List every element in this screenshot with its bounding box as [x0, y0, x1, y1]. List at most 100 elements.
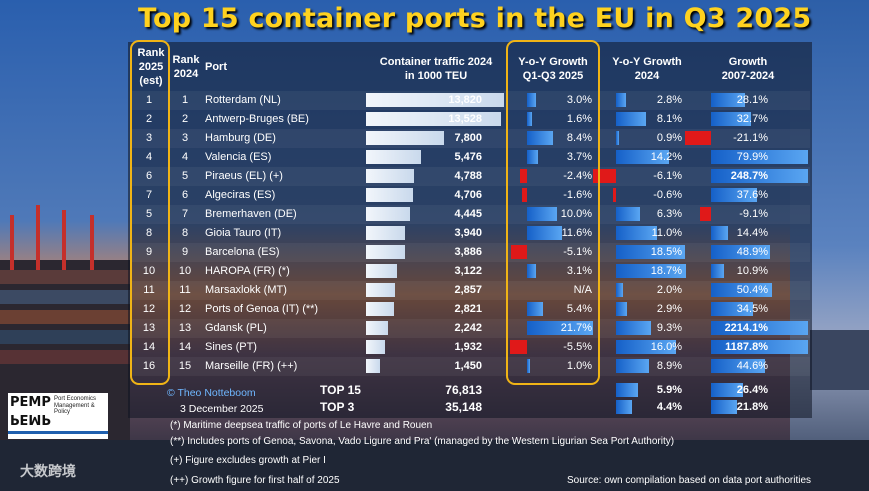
rank2024-cell: 13: [178, 322, 192, 334]
yoy24-value: 0.9%: [656, 132, 682, 144]
growth-value: 14.4%: [736, 227, 768, 239]
traffic-value: 2,821: [454, 303, 482, 315]
total-growth: 21.8%: [736, 401, 768, 413]
rank2024-cell: 15: [178, 360, 192, 372]
yoy24-bar: [616, 264, 686, 278]
traffic-bar: [366, 245, 405, 259]
rank2024-cell: 3: [181, 132, 189, 144]
yoy-q-bar: [527, 321, 593, 335]
growth-bar: [711, 264, 725, 278]
traffic-bar: [366, 188, 413, 202]
yoy24-value: 8.1%: [656, 113, 682, 125]
total-growth: 26.4%: [736, 384, 768, 396]
traffic-bar: [366, 93, 504, 107]
yoy-q-value: 8.4%: [566, 132, 592, 144]
traffic-value: 5,476: [454, 151, 482, 163]
yoy-q-value: 1.6%: [566, 113, 592, 125]
footnote-1: (*) Maritime deepsea traffic of ports of…: [170, 420, 433, 431]
traffic-bar: [366, 321, 389, 335]
traffic-bar: [366, 264, 398, 278]
yoy-q-bar: [519, 169, 527, 183]
traffic-value: 4,445: [454, 208, 482, 220]
growth-value: 79.9%: [736, 151, 768, 163]
rank2025-cell: 8: [145, 227, 153, 239]
traffic-value: 1,450: [454, 360, 482, 372]
yoy24-bar: [616, 302, 627, 316]
traffic-value: 2,242: [454, 322, 482, 334]
rank2025-cell: 10: [142, 265, 156, 277]
yoy24-bar: [613, 188, 616, 202]
growth-bar: [685, 131, 711, 145]
footnote-2: (**) Includes ports of Genoa, Savona, Va…: [170, 436, 675, 447]
yoy24-bar: [616, 207, 640, 221]
total-yoy24-bar: [616, 383, 639, 397]
total-traffic: 76,813: [445, 383, 482, 397]
header-rank2025: Rank 2025 (est): [137, 47, 165, 87]
growth-bar: [711, 150, 808, 164]
yoy24-value: 2.8%: [656, 94, 682, 106]
yoy-q-value: N/A: [573, 284, 592, 296]
traffic-bar: [366, 169, 414, 183]
rank2024-cell: 10: [178, 265, 192, 277]
rank2025-cell: 12: [142, 303, 156, 315]
yoy24-value: 14.2%: [650, 151, 682, 163]
yoy24-bar: [616, 283, 624, 297]
port-name: Barcelona (ES): [205, 246, 280, 258]
yoy-q-value: 3.0%: [566, 94, 592, 106]
yoy24-value: 18.7%: [650, 265, 682, 277]
port-name: Marseille (FR) (++): [205, 360, 298, 372]
port-name: Valencia (ES): [205, 151, 272, 163]
yoy-q-bar: [527, 207, 558, 221]
rank2025-cell: 3: [145, 132, 153, 144]
yoy-q-value: 3.1%: [566, 265, 592, 277]
total-growth-bar: [711, 400, 738, 414]
growth-value: 2214.1%: [724, 322, 768, 334]
header-yoy-q: Y-o-Y Growth Q1-Q3 2025: [518, 56, 588, 82]
rank2024-cell: 12: [178, 303, 192, 315]
rank2024-cell: 11: [179, 284, 191, 296]
traffic-bar: [366, 207, 411, 221]
traffic-value: 3,122: [454, 265, 482, 277]
yoy-q-bar: [527, 264, 537, 278]
growth-value: 28.1%: [736, 94, 768, 106]
rank2025-cell: 14: [142, 341, 156, 353]
rank2025-cell: 5: [145, 208, 153, 220]
growth-bar: [711, 321, 808, 335]
watermark: 大数跨境: [20, 463, 76, 479]
yoy-q-bar: [527, 131, 553, 145]
growth-value: 37.6%: [736, 189, 768, 201]
growth-bar: [711, 340, 808, 354]
growth-value: -21.1%: [733, 132, 768, 144]
growth-value: 1187.8%: [725, 341, 768, 353]
rank2025-cell: 7: [145, 189, 153, 201]
traffic-value: 13,820: [448, 94, 482, 106]
rank2024-cell: 4: [181, 151, 189, 163]
growth-bar: [711, 245, 771, 259]
growth-bar: [711, 302, 753, 316]
credit-date: 3 December 2025: [180, 403, 264, 415]
yoy24-value: -6.1%: [653, 170, 682, 182]
port-name: Sines (PT): [205, 341, 257, 353]
footnote-4: (++) Growth figure for first half of 202…: [170, 475, 340, 486]
yoy24-bar: [616, 131, 620, 145]
rank2024-cell: 1: [181, 94, 189, 106]
rank2024-cell: 7: [181, 208, 189, 220]
yoy-q-value: -1.6%: [563, 189, 592, 201]
growth-bar: [711, 169, 808, 183]
port-name: Gioia Tauro (IT): [205, 227, 282, 239]
yoy24-value: -0.6%: [653, 189, 682, 201]
rank2024-cell: 2: [181, 113, 189, 125]
yoy24-value: 8.9%: [656, 360, 682, 372]
rank2025-cell: 9: [145, 246, 153, 258]
traffic-bar: [366, 150, 421, 164]
row-stripe: [130, 205, 810, 224]
growth-value: 48.9%: [736, 246, 768, 258]
rank2025-cell: 16: [142, 360, 156, 372]
rank2025-highlight: [130, 40, 170, 385]
yoy24-value: 2.0%: [656, 284, 682, 296]
header-yoy24: Y-o-Y Growth 2024: [612, 56, 682, 82]
growth-value: 32.7%: [736, 113, 768, 125]
port-name: Algeciras (ES): [205, 189, 276, 201]
pemp-logo: PEMP PEMP Port Economics Management & Po…: [8, 393, 108, 439]
yoy-q-value: -5.5%: [563, 341, 592, 353]
